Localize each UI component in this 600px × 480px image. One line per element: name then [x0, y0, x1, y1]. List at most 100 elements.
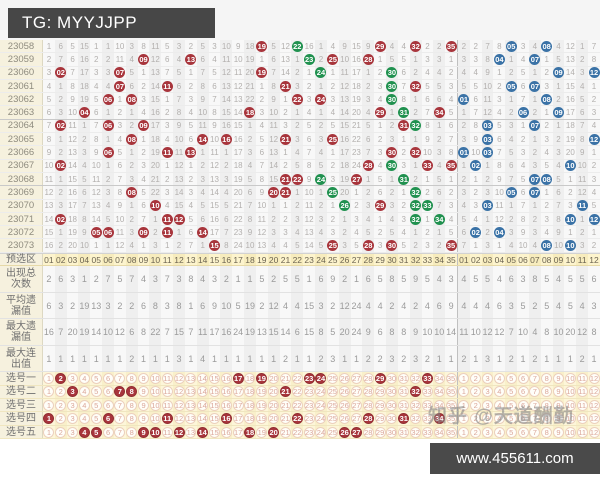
- pick-number-selected: 26: [339, 426, 351, 438]
- grid-cell: 1: [291, 106, 304, 119]
- miss-count: 3: [544, 81, 549, 91]
- grid-cell: 2: [326, 212, 339, 226]
- miss-count: 3: [141, 94, 146, 104]
- miss-count: 8: [176, 108, 182, 118]
- pick-number: 18: [244, 413, 256, 425]
- grid-cell: 4: [208, 53, 221, 66]
- miss-count: 5: [200, 41, 205, 51]
- stat-value: 6: [318, 274, 324, 284]
- lottery-ball: 02: [55, 120, 67, 132]
- pick-number: 11: [161, 386, 173, 398]
- grid-cell: 4: [397, 40, 410, 53]
- row-label: 23071: [0, 212, 43, 226]
- stat-cell: 14: [279, 319, 292, 345]
- stat-value: 1: [259, 353, 265, 364]
- grid-cell: 11: [149, 40, 162, 53]
- miss-count: 2: [485, 174, 490, 184]
- stat-cell: 8: [137, 319, 150, 345]
- row-label: 23062: [0, 93, 43, 106]
- miss-count: 6: [188, 227, 194, 237]
- grid-cell: 6: [374, 186, 387, 199]
- pick-cell: 24: [315, 399, 327, 412]
- pick-number: 9: [138, 372, 150, 384]
- grid-cell: 10: [517, 239, 529, 252]
- miss-count: 16: [304, 41, 314, 51]
- pick-number: 17: [232, 426, 244, 438]
- pick-cell: 31: [397, 425, 410, 439]
- miss-count: 6: [520, 81, 526, 91]
- grid-cell: 20: [350, 106, 363, 119]
- stat-cell: 2: [90, 266, 103, 292]
- grid-cell: 2: [386, 119, 398, 133]
- lottery-ball: 20: [268, 186, 280, 198]
- miss-count: 10: [304, 187, 314, 197]
- pick-cell: 6: [102, 412, 114, 425]
- miss-count: 7: [401, 81, 406, 91]
- pick-cell: 5: [505, 425, 518, 439]
- pick-number: 16: [220, 386, 232, 398]
- grid-cell: 2: [291, 119, 304, 133]
- grid-cell: 24: [232, 239, 245, 252]
- column-header-number: 11: [577, 254, 587, 265]
- site-url-bar[interactable]: www.455611.com: [430, 443, 600, 474]
- grid-cell: 7: [113, 172, 126, 186]
- stat-value: 1: [247, 353, 253, 364]
- grid-cell: 11: [43, 172, 55, 186]
- grid-cell: 1: [552, 79, 565, 93]
- pick-number: 3: [67, 372, 79, 384]
- miss-count: 10: [91, 161, 101, 171]
- grid-cell: 23: [232, 226, 245, 239]
- pick-number: 5: [505, 372, 517, 384]
- trend-row: 23064 7 02 11 1 7 06 3 2 09 17 3 9 5 11 9 16 15 1 4 11 3 2 5 2 5 1…: [0, 119, 600, 134]
- grid-cell: 3: [552, 146, 565, 159]
- miss-count: 3: [556, 148, 561, 158]
- grid-cell: 1: [326, 66, 339, 79]
- pick-cell: 8: [540, 412, 553, 425]
- miss-count: 8: [271, 81, 276, 91]
- miss-count: 14: [68, 161, 78, 171]
- grid-cell: 8: [220, 239, 233, 252]
- miss-count: 3: [579, 241, 585, 251]
- miss-count: 9: [342, 41, 347, 51]
- stat-cell: 5: [279, 266, 292, 292]
- grid-cell: 6: [78, 186, 91, 199]
- grid-cell: 20: [149, 159, 162, 172]
- grid-cell: 19: [255, 66, 268, 79]
- grid-cell: 2: [184, 40, 197, 53]
- lottery-ball: 25: [327, 240, 339, 252]
- stat-value: 24: [351, 327, 362, 337]
- miss-count: 1: [401, 187, 406, 197]
- pick-cell: 19: [255, 399, 268, 412]
- miss-count: 1: [58, 227, 63, 237]
- miss-count: 6: [70, 54, 75, 64]
- stat-value: 14: [280, 327, 291, 337]
- lottery-ball: 26: [339, 200, 351, 212]
- grid-cell: 1: [184, 66, 197, 79]
- miss-count: 6: [94, 108, 99, 118]
- miss-count: 9: [520, 227, 526, 237]
- row-cells: 1 2 3 4 5 6 7 8 9 10 11 12 13 14 15 16 17 18 19 20 21 22 23 24 2…: [43, 385, 600, 399]
- lottery-ball: 07: [529, 186, 541, 198]
- grid-cell: 1: [303, 66, 316, 79]
- row-label: 出现总次数: [0, 266, 43, 292]
- stat-value: 1: [141, 353, 147, 364]
- watermark: 知乎 @天道酬勤: [428, 406, 574, 427]
- pick-number: 28: [362, 386, 374, 398]
- grid-cell: 16: [43, 239, 55, 252]
- miss-count: 1: [532, 134, 538, 144]
- pick-cell: 1: [43, 399, 55, 412]
- miss-count: 9: [247, 227, 253, 237]
- pick-number: 24: [315, 426, 327, 438]
- grid-cell: 30: [386, 146, 398, 159]
- stat-value: 19: [79, 300, 90, 311]
- miss-count: 3: [425, 54, 430, 64]
- pick-cell: 10: [564, 372, 577, 385]
- grid-cell: 1: [397, 186, 410, 199]
- grid-cell: 14: [196, 133, 209, 146]
- stat-cell: 2: [220, 266, 233, 292]
- stat-cell: 2: [113, 292, 126, 319]
- stat-cell: 2: [279, 345, 292, 372]
- lottery-ball: 22: [291, 173, 303, 185]
- pick-number: 27: [350, 372, 362, 384]
- miss-count: 10: [483, 81, 492, 91]
